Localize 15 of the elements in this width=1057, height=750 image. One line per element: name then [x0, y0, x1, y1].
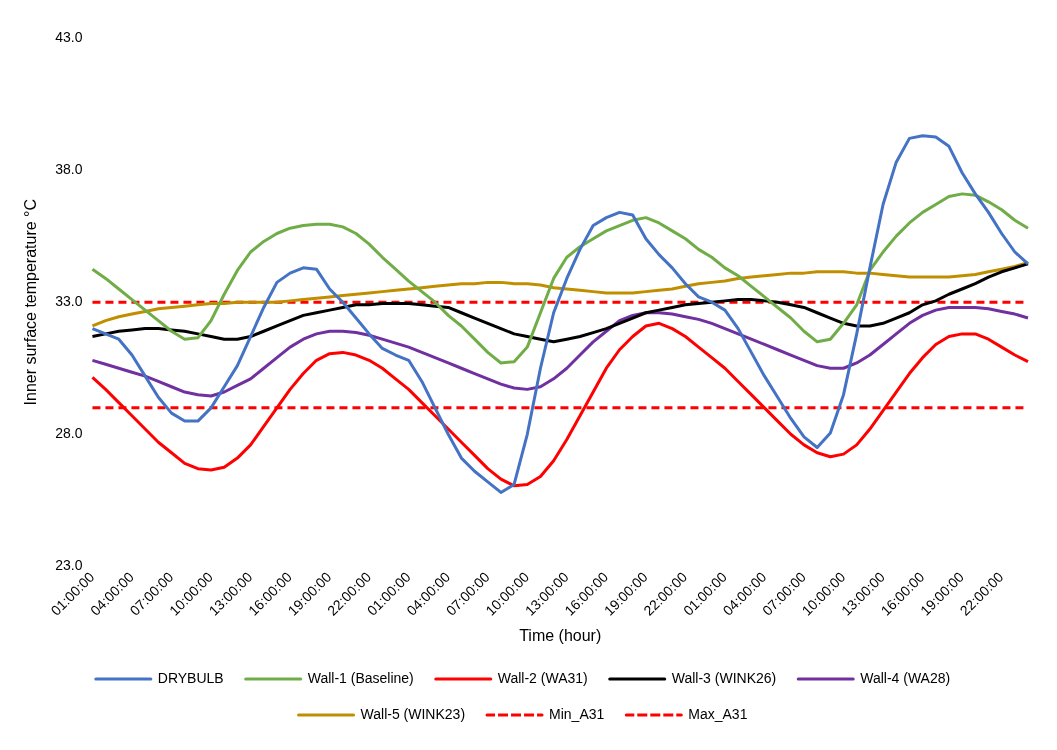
legend-label: Max_A31 [688, 705, 748, 722]
legend-label: Wall-3 (WINK26) [671, 669, 777, 686]
x-axis-title: Time (hour) [519, 626, 602, 644]
y-axis-title: Inner surface temperature °C [22, 198, 40, 406]
legend-label: Wall-1 (Baseline) [307, 669, 414, 686]
legend-label: Wall-5 (WINK23) [360, 705, 466, 722]
y-tick-label: 33.0 [55, 293, 83, 310]
legend-label: Min_A31 [549, 705, 605, 722]
y-tick-label: 23.0 [55, 557, 83, 574]
legend-label: DRYBULB [157, 669, 224, 686]
legend-label: Wall-4 (WA28) [860, 669, 951, 686]
legend-label: Wall-2 (WA31) [497, 669, 588, 686]
y-tick-label: 43.0 [55, 28, 83, 45]
y-tick-label: 28.0 [55, 425, 83, 442]
y-tick-label: 38.0 [55, 160, 83, 177]
